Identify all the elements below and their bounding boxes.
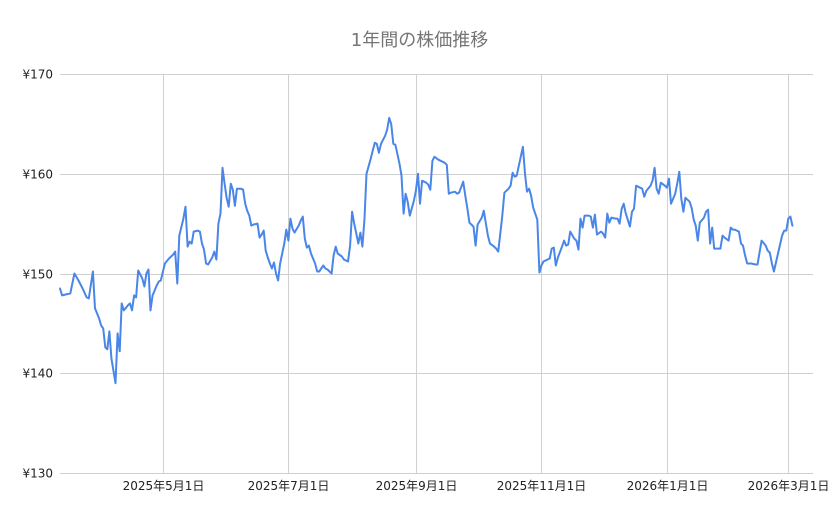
x-tick-label: 2025年7月1日 (248, 479, 330, 493)
x-tick-label: 2026年3月1日 (748, 479, 830, 493)
x-tick-label: 2026年1月1日 (627, 479, 709, 493)
x-tick-label: 2025年9月1日 (376, 479, 458, 493)
x-tick-label: 2025年5月1日 (123, 479, 205, 493)
y-tick-label: ¥130 (22, 467, 53, 481)
y-tick-label: ¥170 (22, 68, 53, 82)
y-tick-label: ¥150 (22, 268, 53, 282)
chart-title: 1年間の株価推移 (350, 30, 489, 51)
x-axis-ticks: 2025年5月1日 2025年7月1日 2025年9月1日 2025年11月1日 202… (123, 479, 830, 493)
y-tick-label: ¥160 (22, 168, 53, 182)
grid-lines (60, 74, 813, 474)
y-tick-label: ¥140 (22, 367, 53, 381)
x-tick-label: 2025年11月1日 (497, 479, 586, 493)
y-axis-ticks: ¥130 ¥140 ¥150 ¥160 ¥170 (22, 68, 53, 481)
price-line (59, 116, 794, 385)
